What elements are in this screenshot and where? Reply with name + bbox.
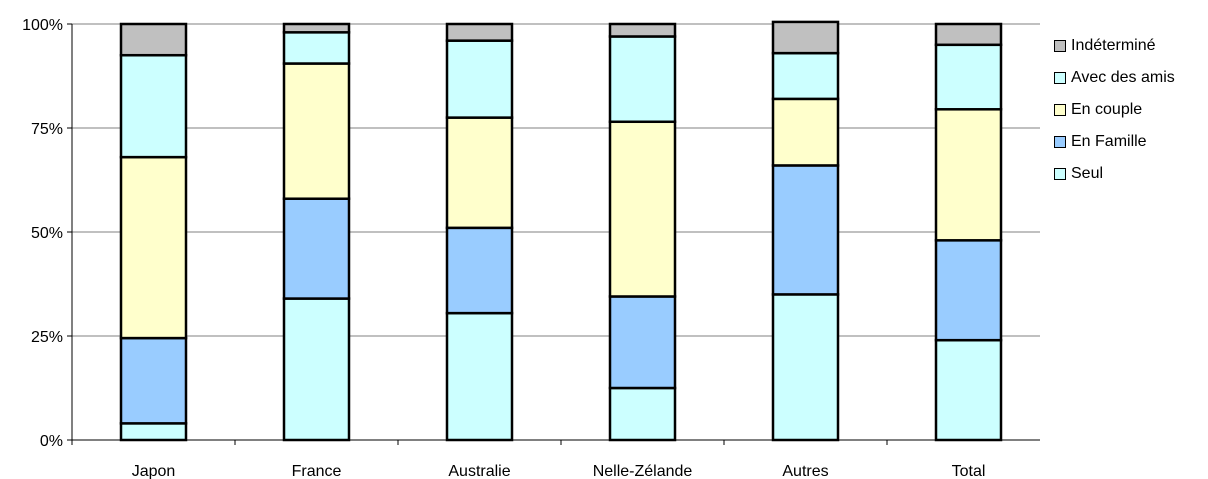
x-tick-label: France bbox=[292, 463, 342, 479]
bar-segment-ind-termin- bbox=[445, 22, 514, 42]
y-tick-label: 25% bbox=[31, 329, 63, 346]
x-tick-label: Japon bbox=[132, 463, 176, 479]
bar-segment-seul bbox=[282, 297, 351, 442]
bar-segment-ind-termin- bbox=[934, 22, 1003, 47]
bar-segment-en-famille bbox=[445, 226, 514, 315]
legend-item: En couple bbox=[1054, 94, 1175, 126]
bar-segment-en-famille bbox=[934, 239, 1003, 342]
bar-segment-ind-termin- bbox=[282, 22, 351, 34]
y-tick-label: 75% bbox=[31, 121, 63, 138]
bar-segment-en-famille bbox=[282, 197, 351, 300]
bar-segment-seul bbox=[119, 422, 188, 442]
bar-segment-ind-termin- bbox=[771, 20, 840, 55]
x-tick-label: Autres bbox=[782, 463, 828, 479]
x-tick-label: Nelle-Zélande bbox=[593, 463, 693, 479]
bar-segment-seul bbox=[445, 311, 514, 442]
bar-segment-en-couple bbox=[282, 62, 351, 200]
bar-segment-seul bbox=[934, 338, 1003, 442]
bar-segment-avec-des-amis bbox=[119, 53, 188, 159]
stacked-bar-chart: 0% 25% 50% 75% 100% Japon France Australie Nelle… bbox=[22, 17, 1040, 479]
bar-segment-avec-des-amis bbox=[608, 35, 677, 124]
legend-item: Avec des amis bbox=[1054, 62, 1175, 94]
legend-swatch bbox=[1054, 168, 1066, 180]
legend-label: Indéterminé bbox=[1071, 37, 1156, 54]
chart-legend: Indéterminé Avec des amis En couple En Fami… bbox=[1054, 30, 1175, 190]
y-tick-label: 100% bbox=[22, 17, 63, 34]
legend-swatch bbox=[1054, 136, 1066, 148]
legend-label: En couple bbox=[1071, 101, 1143, 118]
legend-label: En Famille bbox=[1071, 133, 1147, 150]
x-tick-label: Australie bbox=[448, 463, 510, 479]
bar-segment-avec-des-amis bbox=[771, 51, 840, 101]
bar-segment-avec-des-amis bbox=[282, 31, 351, 65]
x-tick-label: Total bbox=[952, 463, 986, 479]
bar-segment-seul bbox=[771, 293, 840, 442]
legend-label: Avec des amis bbox=[1071, 69, 1175, 86]
bar-segment-en-couple bbox=[934, 108, 1003, 242]
y-tick-label: 50% bbox=[31, 225, 63, 242]
bar-segment-avec-des-amis bbox=[445, 39, 514, 119]
bar-segment-en-famille bbox=[771, 164, 840, 296]
legend-label: Seul bbox=[1071, 165, 1104, 182]
bar-segment-en-couple bbox=[445, 116, 514, 230]
bar-segment-en-couple bbox=[608, 120, 677, 298]
legend-swatch bbox=[1054, 104, 1066, 116]
legend-item: En Famille bbox=[1054, 126, 1175, 158]
bar-segment-seul bbox=[608, 386, 677, 442]
bar-segment-en-famille bbox=[119, 336, 188, 425]
y-tick-label: 0% bbox=[40, 433, 63, 450]
bar-segment-en-couple bbox=[119, 155, 188, 340]
bar-segment-ind-termin- bbox=[608, 22, 677, 38]
legend-swatch bbox=[1054, 40, 1066, 52]
legend-swatch bbox=[1054, 72, 1066, 84]
bar-segment-avec-des-amis bbox=[934, 43, 1003, 111]
bar-segment-en-famille bbox=[608, 295, 677, 390]
legend-item: Seul bbox=[1054, 158, 1175, 190]
bar-segment-en-couple bbox=[771, 97, 840, 167]
bar-segment-ind-termin- bbox=[119, 22, 188, 57]
legend-item: Indéterminé bbox=[1054, 30, 1175, 62]
